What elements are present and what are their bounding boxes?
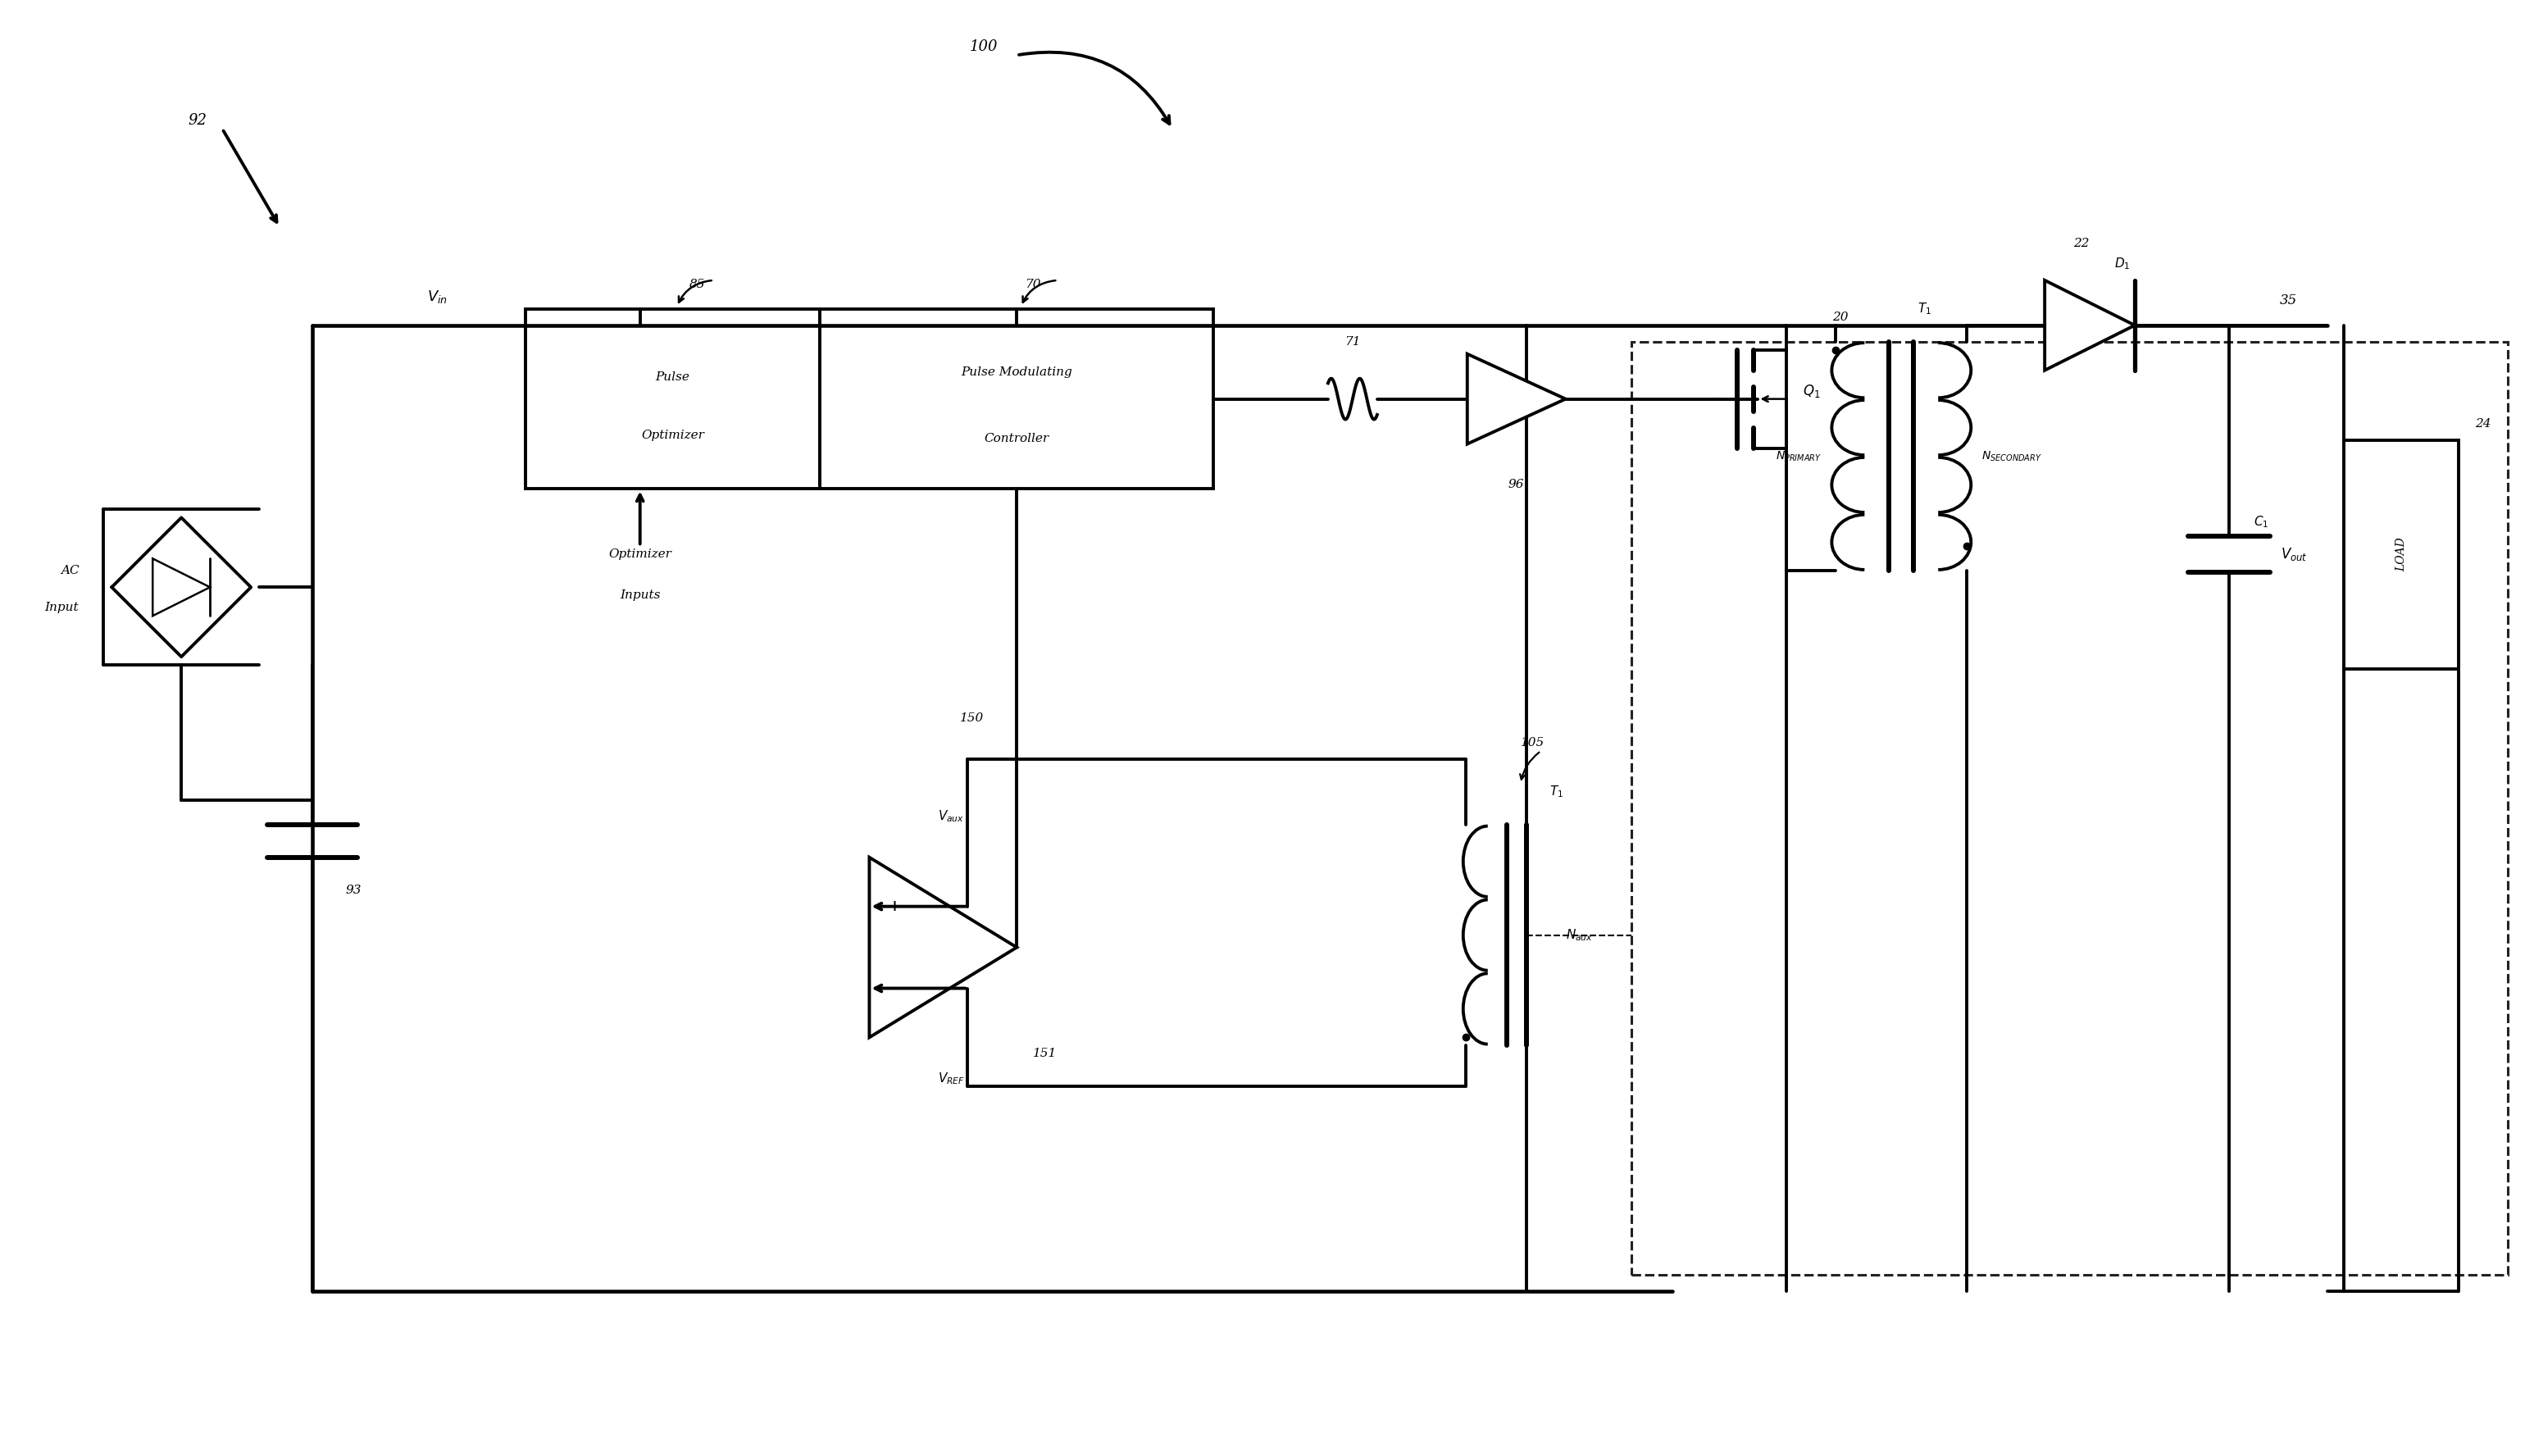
Text: Pulse Modulating: Pulse Modulating [962, 367, 1073, 377]
Polygon shape [151, 559, 210, 616]
Text: $Q_1$: $Q_1$ [1803, 383, 1821, 399]
Text: 24: 24 [2474, 418, 2490, 430]
Polygon shape [869, 858, 1018, 1038]
Bar [2343, 440, 2459, 670]
Text: 150: 150 [960, 712, 985, 724]
Text: $N_{SECONDARY}$: $N_{SECONDARY}$ [1982, 450, 2043, 463]
Text: Input: Input [45, 601, 78, 613]
Bar [821, 309, 1215, 489]
Text: +: + [889, 898, 899, 914]
Text: 93: 93 [346, 884, 361, 895]
Polygon shape [2045, 280, 2134, 370]
Text: LOAD: LOAD [2396, 537, 2406, 572]
Text: 151: 151 [1033, 1048, 1058, 1060]
Text: Inputs: Inputs [619, 590, 662, 601]
Text: 20: 20 [1833, 312, 1848, 323]
Text: $V_{aux}$: $V_{aux}$ [939, 808, 965, 824]
Text: 70: 70 [1025, 278, 1040, 290]
Polygon shape [1467, 354, 1565, 444]
Text: 92: 92 [189, 114, 207, 128]
Text: Pulse: Pulse [656, 371, 689, 383]
Text: 22: 22 [2073, 237, 2091, 249]
Text: 85: 85 [689, 278, 704, 290]
Text: $V_{out}$: $V_{out}$ [2280, 546, 2308, 562]
Text: AC: AC [61, 565, 78, 577]
Text: $N_{aux}$: $N_{aux}$ [1565, 927, 1593, 942]
Text: Optimizer: Optimizer [609, 549, 672, 561]
Text: 105: 105 [1520, 737, 1545, 748]
Text: $C_1$: $C_1$ [2255, 514, 2267, 530]
Text: 71: 71 [1346, 336, 1361, 348]
Bar [525, 309, 821, 489]
Text: Optimizer: Optimizer [641, 430, 704, 441]
Text: $T_1$: $T_1$ [1550, 785, 1563, 799]
Text: $V_{in}$: $V_{in}$ [427, 288, 447, 304]
Bar [1631, 342, 2507, 1275]
Text: 35: 35 [2280, 294, 2298, 307]
Text: $V_{REF}$: $V_{REF}$ [937, 1070, 965, 1086]
Text: $D_1$: $D_1$ [2113, 256, 2131, 272]
Text: $T_1$: $T_1$ [1919, 301, 1932, 316]
Text: $N_{PRIMARY}$: $N_{PRIMARY}$ [1775, 450, 1823, 463]
Text: Controller: Controller [985, 432, 1050, 444]
Text: 96: 96 [1507, 479, 1525, 491]
Text: 100: 100 [970, 39, 997, 54]
Text: −: − [886, 981, 901, 996]
